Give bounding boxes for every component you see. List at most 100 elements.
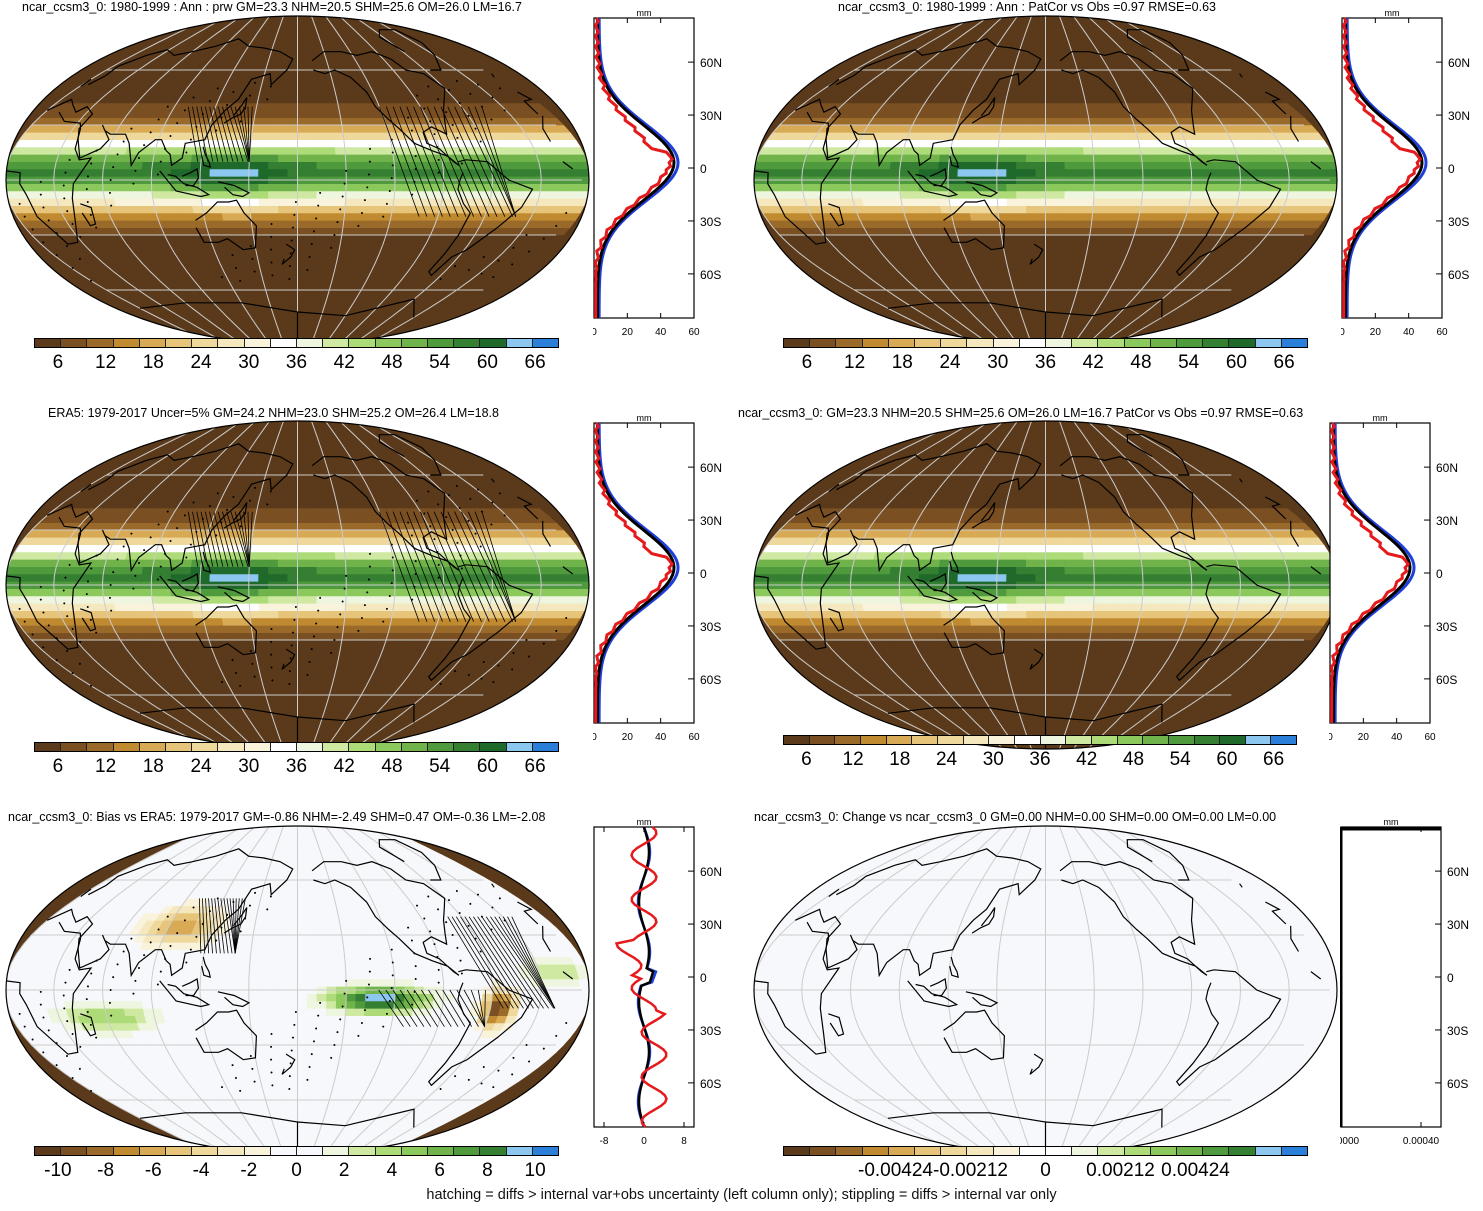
field-cell (133, 198, 145, 206)
field-cell (1016, 154, 1027, 162)
field-cell (355, 190, 366, 199)
field-cell (1054, 212, 1065, 221)
field-cell (1037, 256, 1046, 265)
field-cell (1006, 205, 1018, 214)
field-cell (1110, 139, 1122, 148)
field-cell (979, 212, 991, 221)
field-cell (422, 190, 434, 199)
panel-title: ncar_ccsm3_0: 1980-1999 : Ann : prw GM=2… (22, 0, 522, 14)
field-cell (1019, 242, 1030, 250)
field-cell (830, 183, 842, 192)
field-cell (939, 198, 951, 206)
figure-footnote: hatching = diffs > internal var+obs unce… (426, 1187, 1057, 1203)
field-cell (121, 183, 133, 192)
field-cell (170, 161, 183, 170)
field-cell (268, 139, 280, 148)
field-cell (297, 227, 307, 236)
field-cell (1054, 146, 1065, 155)
field-cell (305, 117, 316, 126)
field-cell (1112, 190, 1124, 199)
field-cell (280, 102, 290, 111)
field-cell (559, 168, 571, 177)
field-cell (290, 278, 298, 287)
field-cell (1297, 168, 1309, 177)
field-cell (364, 154, 376, 162)
field-cell (63, 190, 76, 199)
field-cell (297, 132, 308, 140)
field-cell (1071, 117, 1082, 126)
field-cell (268, 161, 279, 170)
profile-x-tick: 20 (622, 327, 634, 338)
field-cell (869, 183, 881, 192)
field-cell (282, 80, 291, 89)
field-cell (1039, 293, 1046, 302)
field-cell (304, 271, 313, 280)
field-cell (279, 110, 290, 118)
field-cell (1028, 249, 1038, 258)
field-cell (278, 139, 289, 148)
field-cell (354, 198, 366, 206)
field-cell (303, 278, 312, 287)
field-cell (231, 212, 243, 221)
field-cell (259, 212, 271, 221)
field-cell (306, 132, 317, 140)
colorbar-label: 24 (190, 352, 212, 373)
colorbar-swatch (192, 339, 219, 347)
field-cell (1008, 220, 1019, 228)
field-cell (1103, 168, 1115, 177)
field-cell (315, 220, 326, 228)
field-cell (1074, 183, 1085, 192)
field-cell (1060, 95, 1070, 104)
field-cell (1052, 80, 1061, 89)
field-cell (269, 227, 281, 236)
field-cell (1036, 117, 1046, 126)
field-cell (1006, 154, 1018, 162)
field-cell (1159, 154, 1172, 162)
field-cell (996, 183, 1007, 192)
field-cell (297, 110, 307, 118)
field-cell (181, 198, 193, 206)
field-cell (334, 146, 346, 155)
profile-x-tick: 40 (655, 327, 667, 338)
field-cell (1035, 220, 1046, 228)
field-cell (260, 124, 272, 133)
field-cell (1017, 220, 1028, 228)
field-cell (303, 73, 312, 82)
field-cell (1073, 154, 1085, 162)
field-cell (260, 132, 271, 140)
field-cell (1027, 124, 1037, 133)
field-cell (1189, 161, 1202, 170)
colorbar-label: 18 (142, 352, 164, 373)
field-cell (199, 168, 211, 177)
field-cell (287, 205, 298, 214)
field-cell (297, 242, 307, 250)
field-cell (315, 139, 327, 148)
field-cell (332, 124, 344, 133)
field-cell (278, 220, 289, 228)
field-cell (286, 44, 294, 52)
field-cell (360, 132, 373, 140)
field-cell (811, 168, 823, 177)
field-cell (909, 190, 921, 199)
field-cell (289, 95, 298, 104)
field-cell (1008, 124, 1020, 133)
field-cell (278, 132, 289, 140)
field-cell (275, 271, 284, 280)
field-cell (360, 220, 373, 228)
field-cell (1016, 146, 1027, 155)
field-cell (940, 205, 952, 214)
field-cell (1025, 154, 1037, 162)
map-projection (753, 15, 1338, 345)
field-cell (1054, 168, 1066, 177)
field-cell (345, 183, 357, 192)
field-cell (1017, 132, 1028, 140)
field-cell (1093, 190, 1105, 199)
field-cell (353, 205, 365, 214)
field-cell (1045, 198, 1056, 206)
colorbar-swatch (480, 339, 507, 347)
field-cell (326, 183, 337, 192)
field-cell (509, 190, 522, 199)
field-cell (1032, 293, 1041, 302)
field-cell (967, 190, 979, 199)
field-cell (977, 161, 988, 170)
